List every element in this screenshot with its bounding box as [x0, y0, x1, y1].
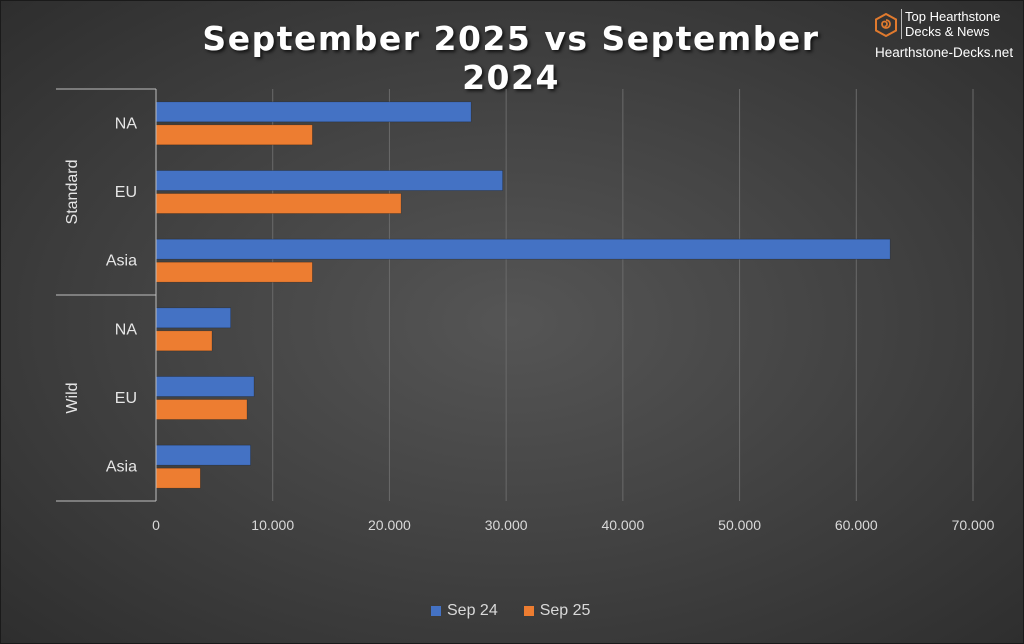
category-label: EU [115, 184, 137, 201]
x-tick-label: 10.000 [251, 517, 294, 533]
legend-label-sep25: Sep 25 [539, 602, 591, 619]
legend-swatch-sep24 [431, 606, 441, 616]
x-tick-label: 60.000 [835, 517, 878, 533]
bar-sep24 [155, 444, 251, 466]
hexagon-swirl-logo-icon [875, 13, 897, 37]
x-tick-label: 70.000 [952, 517, 995, 533]
brand-site: Hearthstone-Decks.net [875, 45, 1014, 60]
group-label: Standard [64, 160, 81, 225]
bar-sep24 [155, 170, 503, 191]
legend-swatch-sep25 [523, 606, 534, 616]
bar-sep24 [155, 307, 231, 329]
bar-sep25 [155, 124, 313, 146]
category-label: EU [115, 390, 137, 407]
x-tick-label: 50.000 [718, 517, 761, 533]
bar-sep25 [155, 399, 248, 420]
logo-divider [901, 9, 902, 39]
brand-line-1: Top Hearthstone [905, 9, 1001, 24]
x-tick-label: 20.000 [368, 517, 411, 533]
bar-sep25 [155, 261, 313, 283]
category-label: NA [115, 115, 138, 132]
bar-sep25 [155, 467, 201, 489]
chart-title: September 2025 vs September 2024 [202, 19, 820, 97]
bar-sep25 [155, 330, 213, 352]
x-tick-label: 30.000 [485, 517, 528, 533]
bar-sep24 [155, 101, 472, 123]
x-tick-label: 40.000 [601, 517, 644, 533]
legend-item-sep24: Sep 24 [431, 602, 498, 620]
category-label: NA [115, 321, 138, 338]
bar-sep24 [155, 376, 255, 397]
chart-legend: Sep 24 Sep 25 [431, 602, 590, 620]
brand-line-2: Decks & News [905, 24, 990, 39]
brand-logo: Top Hearthstone Decks & News Hearthstone… [869, 5, 1019, 65]
category-label: Asia [106, 253, 137, 270]
x-tick-label: 0 [152, 517, 160, 533]
group-label: Wild [64, 382, 81, 413]
category-label: Asia [106, 459, 137, 476]
bar-sep24 [155, 238, 891, 260]
legend-label-sep24: Sep 24 [447, 602, 498, 619]
bar-sep25 [155, 193, 402, 214]
legend-item-sep25: Sep 25 [523, 602, 591, 620]
